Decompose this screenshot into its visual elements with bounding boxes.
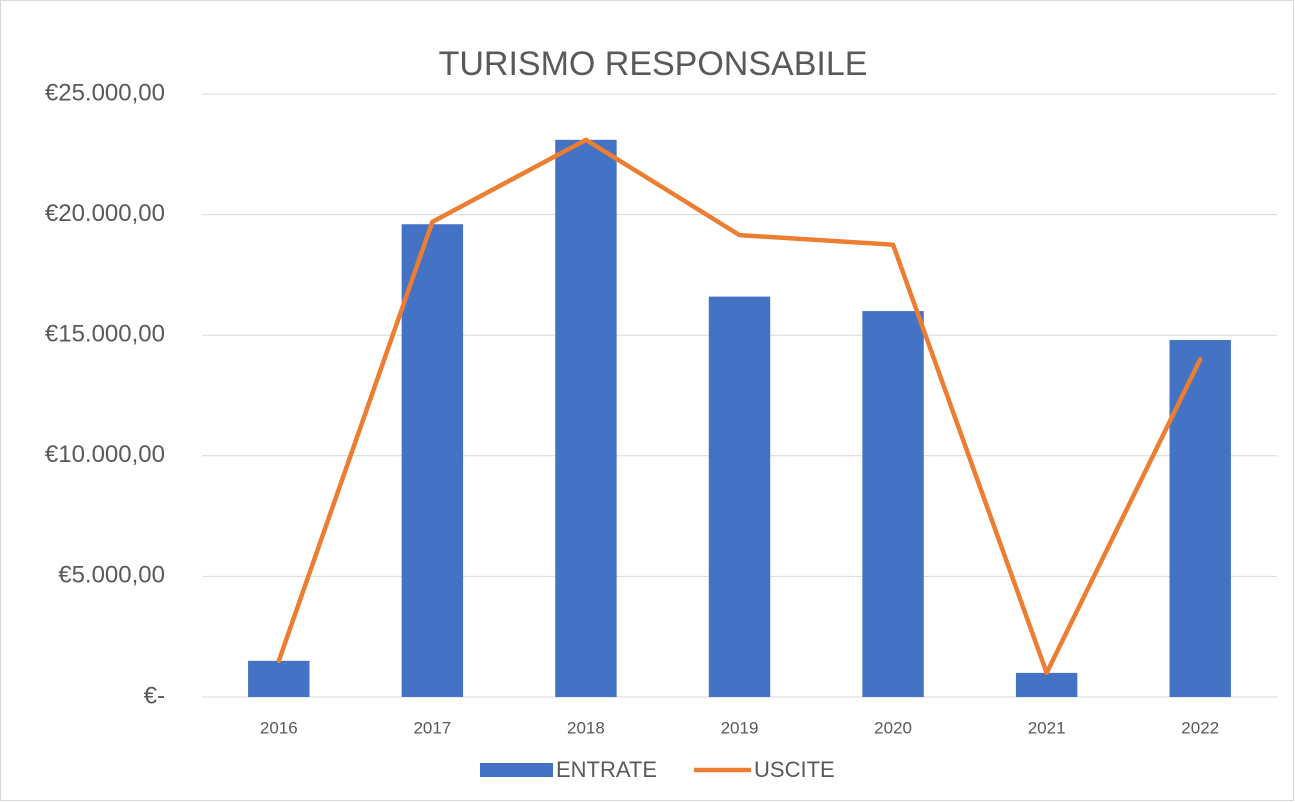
y-tick-label: €- [144,682,165,709]
y-tick-label: €5.000,00 [58,562,165,589]
bar [401,224,464,698]
x-tick-label: 2016 [260,718,298,737]
bar [1169,340,1231,697]
x-tick-label: 2017 [413,718,451,737]
bar [708,296,771,697]
bar [862,311,924,697]
x-tick-label: 2022 [1181,718,1219,737]
bar [555,139,617,697]
legend-swatch [480,763,553,777]
y-tick-label: €15.000,00 [45,321,165,348]
x-tick-label: 2019 [721,718,759,737]
y-tick-label: €20.000,00 [45,200,165,227]
x-tick-label: 2018 [567,718,605,737]
bar [248,660,310,697]
legend-label: ENTRATE [556,757,657,782]
chart-title: TURISMO RESPONSABILE [439,45,868,83]
line [276,137,1203,676]
bar [1015,672,1078,697]
y-tick-label: €10.000,00 [45,441,165,468]
x-tick-label: 2020 [874,718,912,737]
x-tick-label: 2021 [1028,718,1066,737]
legend-label: USCITE [754,757,835,782]
y-tick-label: €25.000,00 [45,79,165,106]
